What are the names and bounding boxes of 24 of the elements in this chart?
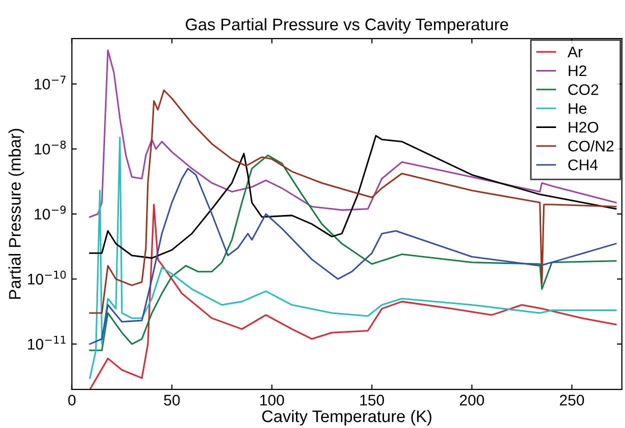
y-tick-label: 10$^{−10}$ [28,270,66,285]
y-axis-title: Partial Pressure (mbar) [8,128,24,299]
y-tick-label: 10$^{−8}$ [34,140,66,155]
legend-label: Ar [568,46,583,58]
x-tick-label: 200 [460,394,484,406]
legend-label: CO2 [568,84,598,96]
legend-label: CO/N2 [568,140,614,152]
legend-label: H2 [568,65,586,76]
x-tick-label: 150 [360,394,384,406]
x-tick-label: 100 [260,394,284,406]
y-tick-label: 10$^{−11}$ [28,336,66,350]
x-tick-label: 0 [68,394,76,406]
y-tick-label: 10$^{−7}$ [34,76,66,90]
y-tick-label: 10$^{−9}$ [34,206,66,220]
x-axis-title: Cavity Temperature (K) [262,410,432,426]
line-series [89,136,617,379]
line-series [89,134,617,259]
legend-label: CH4 [568,160,598,170]
x-tick-label: 50 [164,394,180,406]
line-series [89,204,617,390]
x-tick-label: 250 [560,394,584,406]
legend-label: He [568,103,586,114]
legend-label: H2O [568,122,598,133]
chart-title: Gas Partial Pressure vs Cavity Temperature [186,18,508,34]
